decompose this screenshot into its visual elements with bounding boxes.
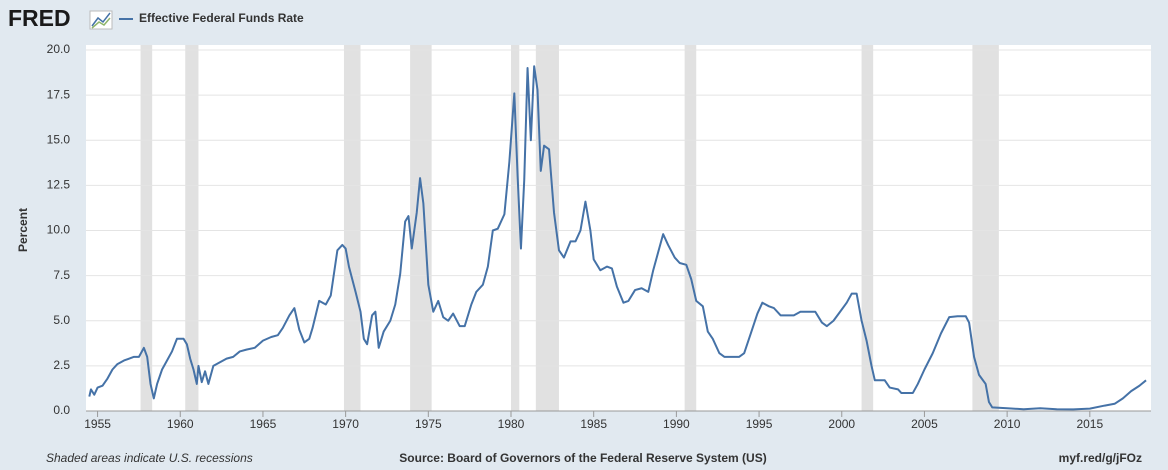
- recession-band: [511, 45, 520, 411]
- y-tick-label: 10.0: [47, 223, 71, 237]
- recession-band: [343, 45, 361, 411]
- recession-band: [684, 45, 697, 411]
- series-line: [88, 65, 1147, 411]
- x-tick-label: 1985: [580, 417, 607, 431]
- y-tick-label: 7.5: [53, 268, 70, 282]
- y-tick-label: 15.0: [47, 132, 71, 146]
- y-tick-label: 17.5: [47, 87, 71, 101]
- note: Shaded areas indicate U.S. recessions: [46, 451, 253, 465]
- x-tick-label: 1995: [746, 417, 773, 431]
- y-tick-label: 5.0: [53, 313, 70, 327]
- recession-band: [972, 45, 999, 411]
- x-tick-label: 2015: [1076, 417, 1103, 431]
- legend-label: Effective Federal Funds Rate: [139, 11, 304, 25]
- x-tick-label: 1980: [498, 417, 525, 431]
- recession-band: [410, 45, 432, 411]
- x-tick-label: 1970: [332, 417, 359, 431]
- recession-band: [535, 45, 559, 411]
- x-tick-label: 1990: [663, 417, 690, 431]
- logo-icon: [89, 10, 113, 30]
- y-tick-label: 12.5: [47, 178, 71, 192]
- url: myf.red/g/jFOz: [1059, 451, 1142, 465]
- x-tick-label: 1965: [250, 417, 277, 431]
- x-tick-label: 1955: [84, 417, 111, 431]
- plot-layer: [86, 45, 1151, 412]
- logo: FRED: [8, 5, 71, 31]
- y-tick-label: 2.5: [53, 358, 70, 372]
- y-tick-label: 0.0: [53, 403, 70, 417]
- y-axis-label: Percent: [16, 208, 30, 252]
- x-tick-label: 2005: [911, 417, 938, 431]
- x-tick-label: 1960: [167, 417, 194, 431]
- x-tick-label: 2000: [828, 417, 855, 431]
- recession-band: [185, 45, 199, 411]
- y-tick-label: 20.0: [47, 42, 71, 56]
- recession-band: [140, 45, 153, 411]
- x-tick-label: 2010: [994, 417, 1021, 431]
- source: Source: Board of Governors of the Federa…: [399, 451, 766, 465]
- recession-band: [861, 45, 874, 411]
- x-tick-label: 1975: [415, 417, 442, 431]
